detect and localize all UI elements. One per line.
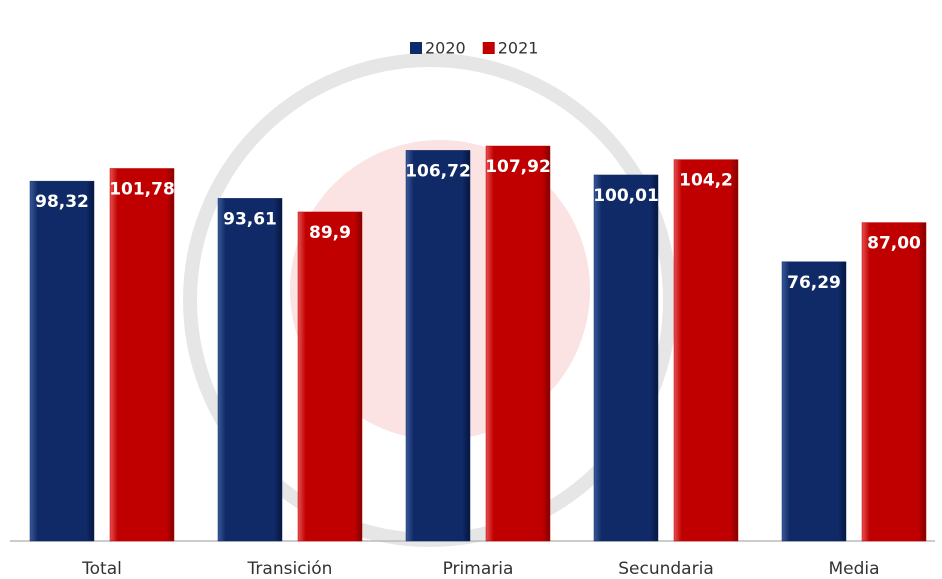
x-tick-label: Transición: [247, 559, 333, 579]
bar: [29, 180, 95, 542]
legend-label: 2020: [425, 39, 466, 58]
legend-swatch: [410, 42, 422, 54]
x-tick-label: Secundaria: [618, 559, 713, 579]
legend-swatch: [482, 42, 495, 54]
value-label: 93,61: [223, 209, 277, 229]
value-label: 98,32: [35, 192, 89, 212]
x-tick-label: Primaria: [443, 559, 514, 579]
legend-label: 2021: [498, 39, 539, 58]
x-tick-label: Media: [828, 559, 879, 579]
x-tick-label: Total: [81, 559, 122, 579]
value-label: 87,00: [867, 234, 921, 254]
bar: [485, 145, 551, 542]
value-label: 100,01: [593, 186, 659, 206]
bar: [593, 174, 659, 542]
bar: [861, 222, 927, 542]
value-label: 106,72: [405, 161, 471, 181]
bar: [109, 168, 175, 542]
bar: [673, 159, 739, 542]
value-label: 89,9: [309, 223, 351, 243]
bar: [217, 198, 283, 542]
bar: [297, 211, 363, 542]
bar: [405, 150, 471, 542]
bar: [781, 261, 847, 542]
value-label: 101,78: [109, 179, 175, 199]
value-label: 107,92: [485, 157, 551, 177]
value-label: 76,29: [787, 273, 841, 293]
value-label: 104,2: [679, 171, 733, 191]
